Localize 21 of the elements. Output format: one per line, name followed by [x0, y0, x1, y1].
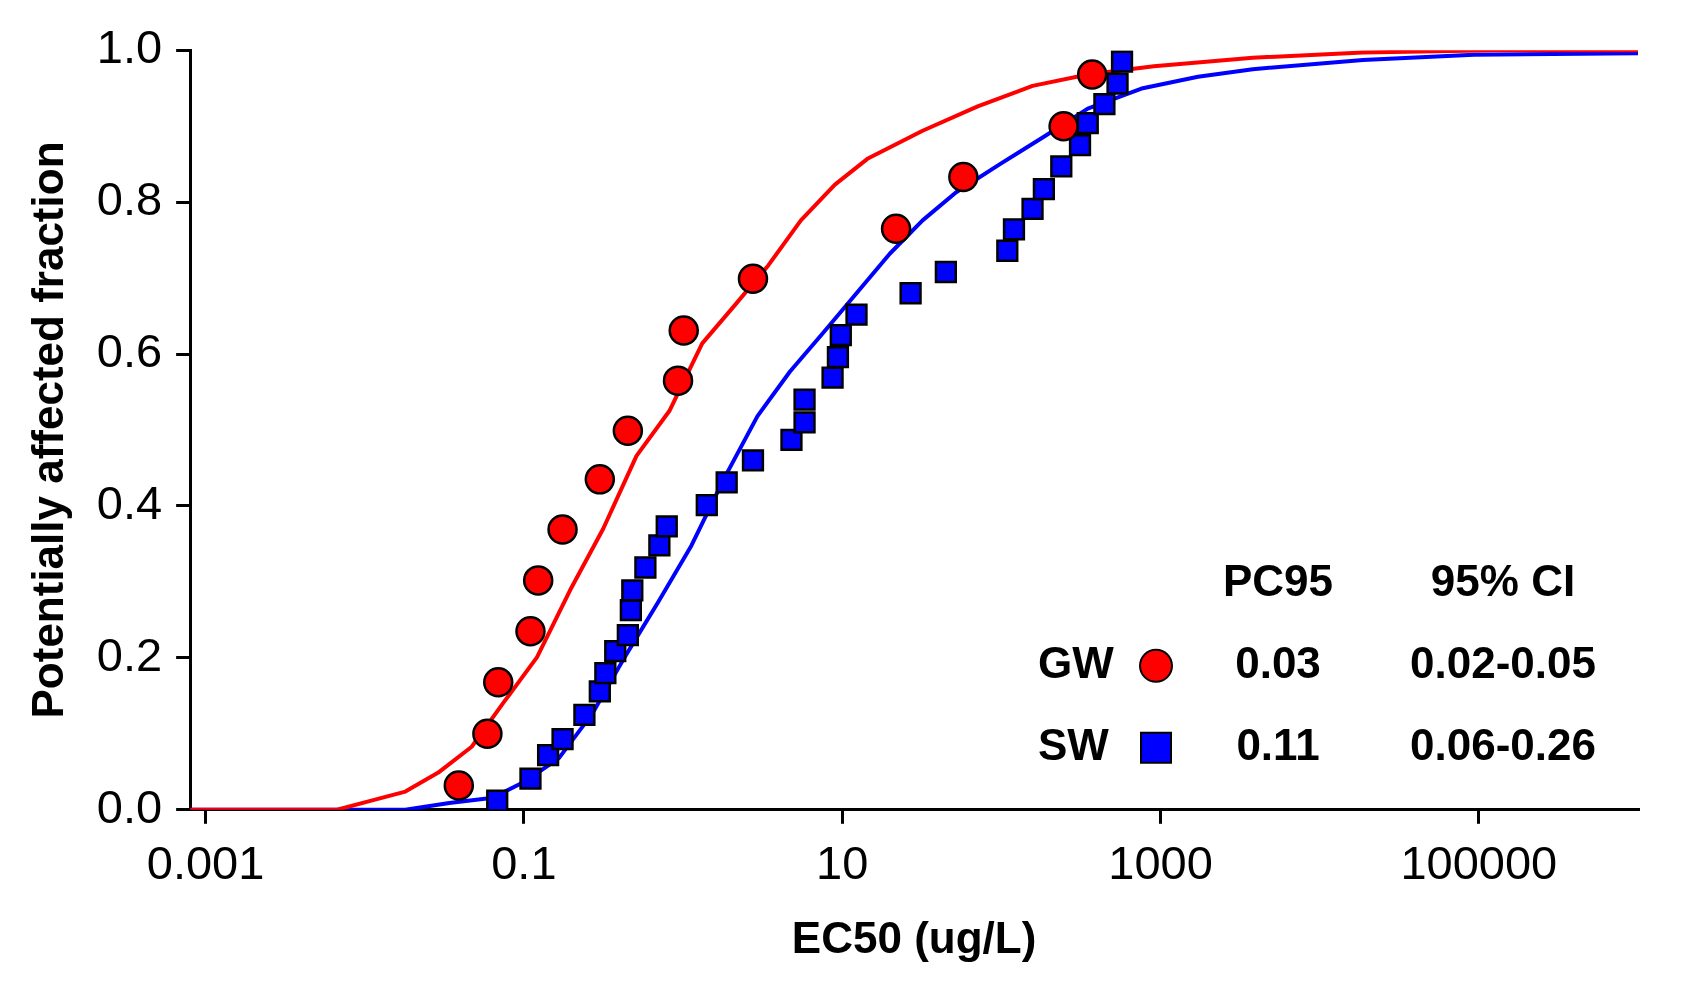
annotation: 0.06-0.26 — [1410, 719, 1596, 769]
x-axis-title: EC50 (ug/L) — [791, 912, 1037, 962]
x-tick-label: 100000 — [1400, 835, 1558, 889]
annotation: 0.03 — [1235, 637, 1321, 687]
legend-label: SW — [1038, 719, 1110, 769]
annotation: 0.02-0.05 — [1410, 637, 1596, 687]
x-tick-label: 0.001 — [146, 835, 265, 889]
y-tick-label: 0.8 — [96, 172, 163, 226]
legend-label: GW — [1038, 637, 1115, 687]
y-tick-label: 0.2 — [96, 627, 163, 681]
y-tick-label: 0.0 — [96, 779, 163, 833]
x-tick-label: 10 — [816, 835, 869, 889]
annotation: 0.11 — [1236, 719, 1320, 769]
annotation: 95% CI — [1430, 555, 1576, 605]
y-tick-label: 1.0 — [96, 20, 163, 74]
y-tick-label: 0.4 — [96, 475, 163, 529]
x-tick-label: 0.1 — [491, 835, 557, 889]
y-axis-title: Potentially affected fraction — [22, 141, 72, 719]
y-tick-label: 0.6 — [96, 323, 163, 377]
annotation: PC95 — [1222, 555, 1334, 605]
x-tick-label: 1000 — [1108, 835, 1213, 889]
